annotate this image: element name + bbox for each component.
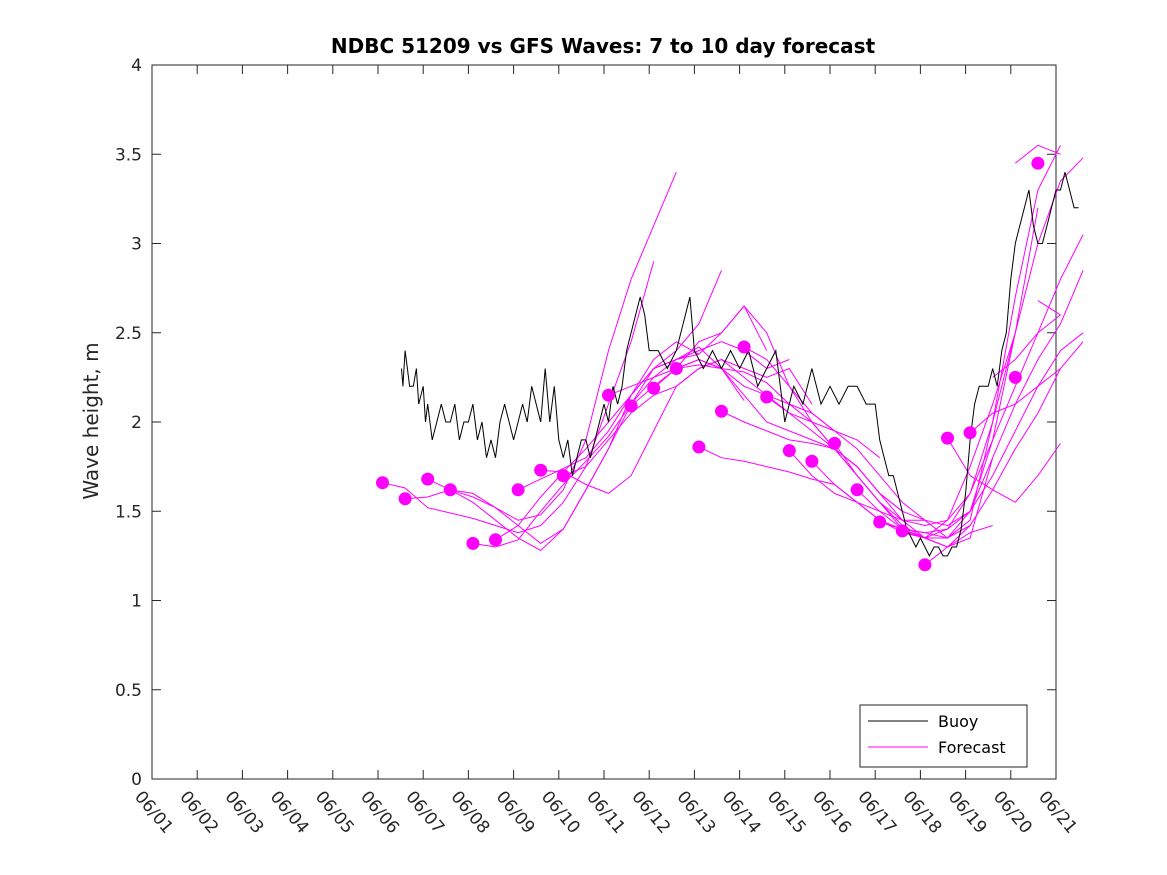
y-tick-label: 2.5	[115, 324, 142, 344]
legend-box	[859, 704, 1028, 768]
forecast-marker	[941, 431, 954, 445]
x-tick-label: 06/20	[989, 787, 1036, 837]
forecast-marker	[805, 454, 819, 468]
forecast-marker	[398, 492, 412, 506]
x-tick-label: 06/09	[492, 787, 539, 837]
forecast-markers	[376, 156, 1045, 572]
forecast-line	[834, 234, 1084, 539]
forecast-marker	[534, 463, 548, 477]
forecast-marker	[1031, 156, 1045, 170]
x-tick-label: 06/10	[537, 787, 584, 837]
x-tick-label: 06/12	[627, 787, 674, 837]
forecast-marker	[782, 444, 796, 458]
forecast-marker	[376, 476, 389, 490]
forecast-marker	[602, 388, 615, 402]
x-tick-label: 06/08	[447, 787, 494, 837]
forecast-marker	[715, 404, 728, 418]
x-tick-label: 06/02	[175, 787, 222, 837]
forecast-line	[969, 368, 1061, 434]
y-tick-label: 0.5	[115, 681, 142, 701]
forecast-marker	[692, 440, 706, 454]
x-tick-label: 06/03	[221, 787, 268, 837]
y-axis-ticks: 0 0.5 1 1.5 2 2.5 3 3.5 4	[115, 56, 1056, 790]
forecast-line	[1014, 144, 1061, 164]
y-tick-label: 1.5	[115, 502, 142, 522]
legend-buoy-label: Buoy	[938, 712, 978, 731]
forecast-marker	[1008, 370, 1022, 384]
x-tick-label: 06/14	[718, 787, 765, 837]
x-tick-label: 06/01	[130, 787, 177, 837]
x-tick-label: 06/16	[808, 787, 855, 837]
x-tick-label: 06/07	[401, 787, 448, 837]
forecast-marker	[647, 381, 661, 395]
forecast-line	[1037, 300, 1061, 316]
y-tick-label: 3	[131, 235, 142, 255]
y-tick-label: 1	[131, 592, 142, 612]
forecast-marker	[511, 483, 525, 497]
y-tick-label: 0	[131, 770, 142, 790]
forecast-line	[472, 346, 745, 548]
buoy-line	[401, 171, 1079, 557]
x-tick-label: 06/13	[673, 787, 720, 837]
forecast-marker	[737, 340, 751, 354]
forecast-line	[992, 314, 1061, 378]
forecast-line	[382, 261, 655, 534]
forecast-line	[947, 437, 1061, 503]
x-tick-label: 06/21	[1034, 787, 1081, 837]
y-tick-label: 3.5	[115, 145, 142, 165]
forecast-marker	[669, 362, 683, 375]
x-tick-label: 06/15	[763, 787, 810, 837]
x-tick-label: 06/18	[899, 787, 946, 837]
forecast-marker	[624, 399, 638, 413]
chart-title: NDBC 51209 vs GFS Waves: 7 to 10 day for…	[331, 34, 876, 58]
legend: Buoy Forecast	[859, 704, 1028, 768]
y-tick-label: 2	[131, 413, 142, 433]
forecast-marker	[489, 533, 502, 547]
x-tick-label: 06/06	[356, 787, 403, 837]
forecast-marker	[443, 483, 457, 497]
x-tick-label: 06/11	[582, 787, 629, 837]
x-tick-label: 06/04	[266, 787, 313, 837]
x-tick-label: 06/05	[311, 787, 358, 837]
x-tick-label: 06/17	[853, 787, 900, 837]
forecast-marker	[918, 558, 932, 572]
legend-forecast-label: Forecast	[938, 738, 1006, 757]
forecast-marker	[466, 536, 480, 550]
y-axis-label: Wave height, m	[79, 342, 103, 499]
forecast-line	[743, 332, 1016, 539]
forecast-line	[788, 145, 1061, 527]
plot-area	[151, 64, 1057, 780]
forecast-marker	[421, 472, 435, 486]
y-tick-label: 4	[131, 56, 142, 76]
forecast-line	[879, 332, 1084, 534]
x-tick-label: 06/19	[944, 787, 991, 837]
buoy-series	[401, 171, 1079, 557]
forecast-marker	[963, 426, 977, 440]
forecast-marker	[873, 515, 887, 529]
forecast-marker	[760, 390, 774, 404]
forecast-marker	[895, 524, 909, 538]
forecast-marker	[556, 469, 570, 483]
forecast-marker	[828, 436, 841, 450]
forecast-marker	[850, 483, 864, 497]
